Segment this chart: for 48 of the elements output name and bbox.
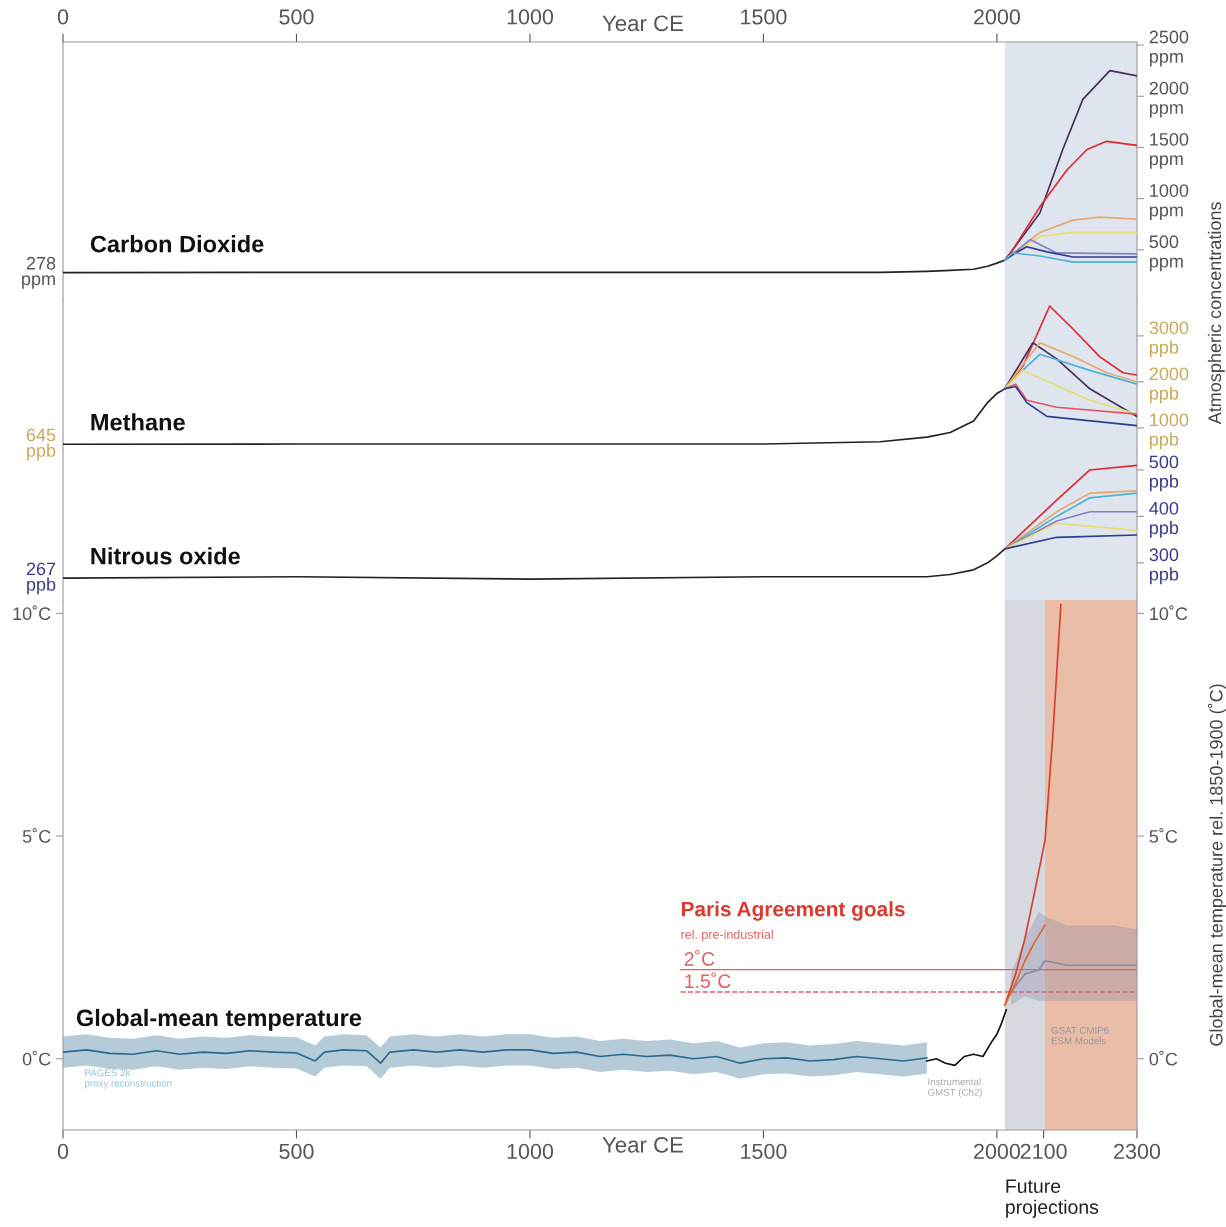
y2-tick-label: 0˚C — [1149, 1050, 1178, 1066]
x2-tick-label: 2000 — [974, 9, 1021, 25]
x2-tick-label: 500 — [279, 9, 314, 25]
x-axis-title: Year CE — [602, 1136, 683, 1153]
y2-tick-label: 1000 ppm — [1149, 184, 1189, 220]
text: Carbon Dioxide — [90, 235, 264, 253]
annotation: Instrumental GMST (Ch2) — [928, 1078, 982, 1098]
text: 267 ppb — [26, 562, 56, 595]
y-tick-label: 0˚C — [22, 1050, 51, 1066]
x2-tick-label: 1000 — [507, 9, 554, 25]
y2-tick-label: 2000 ppm — [1149, 81, 1189, 118]
y2-tick-label: 500 ppm — [1149, 235, 1183, 272]
text: Nitrous oxide — [91, 547, 240, 565]
y2-tick-label: 500 ppb — [1149, 455, 1179, 492]
y-tick-label: 10˚C — [13, 605, 51, 621]
x-tick-label: 2000 — [974, 1143, 1021, 1160]
text: 278 ppm — [22, 256, 56, 289]
x-tick-label: 1000 — [507, 1143, 554, 1160]
x-tick-label: 2300 — [1114, 1143, 1161, 1160]
y2-tick-label: 1500 ppm — [1149, 132, 1189, 169]
y2-tick-label: 1000 ppb — [1149, 413, 1189, 450]
x2-tick-label: 1500 — [741, 9, 787, 25]
x-tick-label: 1500 — [741, 1143, 787, 1160]
y2-axis-title: Global-mean temperature rel. 1850-1900 (˚C) — [1207, 684, 1226, 1046]
annotation: PAGES 2k proxy reconstruction — [85, 1069, 172, 1089]
y2-tick-label: 400 ppb — [1149, 501, 1179, 538]
y2-tick-label: 10˚C — [1150, 605, 1188, 621]
y2-tick-label: 2500 ppm — [1149, 30, 1189, 67]
ref-line-label: 1.5˚C — [685, 972, 731, 989]
y2-tick-label: 5˚C — [1149, 828, 1178, 843]
y2-tick-label: 3000 ppb — [1149, 321, 1189, 358]
annotation: GSAT CMIP6 ESM Models — [1051, 1026, 1109, 1045]
x-tick-label: 500 — [279, 1143, 314, 1160]
ref-line-label: 2˚C — [684, 949, 715, 966]
x-tick-label: 0 — [57, 1143, 69, 1160]
annotation: Paris Agreement goals — [681, 901, 905, 921]
band-label: Future projections — [1006, 1179, 1099, 1218]
text: 645 ppb — [26, 428, 56, 461]
y2-tick-label: 300 ppb — [1149, 548, 1179, 585]
text: Global-mean temperature — [76, 1008, 362, 1031]
y2-tick-label: 2000 ppb — [1149, 367, 1189, 404]
y2-axis-title: Atmospheric concentrations — [1207, 202, 1225, 425]
annotation: rel. pre-industrial — [681, 929, 773, 942]
x-tick-label: 2100 — [1020, 1143, 1067, 1160]
x2-tick-label: 0 — [57, 9, 69, 25]
x2-axis-title: Year CE — [602, 15, 683, 32]
text: Methane — [91, 413, 185, 431]
y-tick-label: 5˚C — [22, 828, 51, 843]
